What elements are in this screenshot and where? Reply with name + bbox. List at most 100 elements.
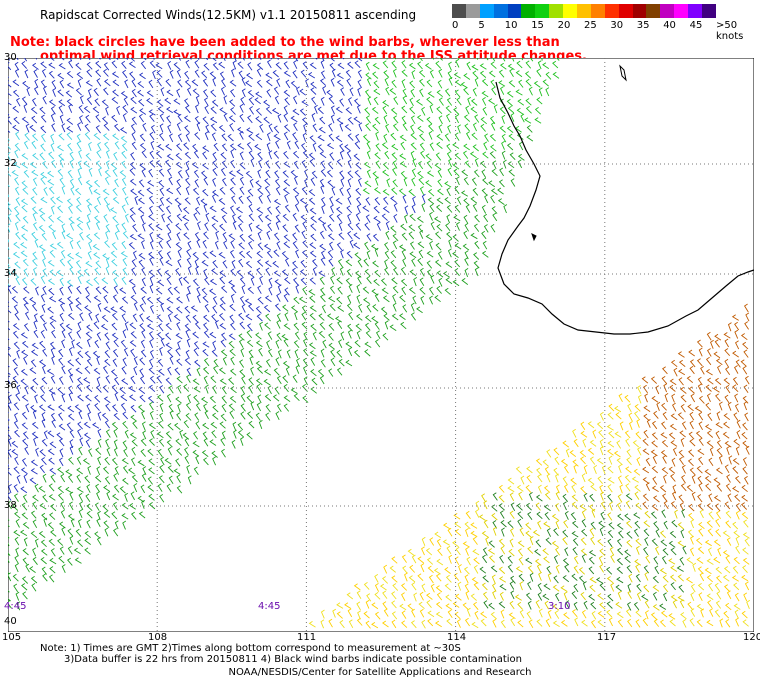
wind-barb xyxy=(105,149,110,159)
wind-barb xyxy=(263,369,272,376)
wind-barb xyxy=(137,459,145,467)
wind-barb xyxy=(43,85,47,95)
wind-barb xyxy=(714,333,722,341)
wind-barb xyxy=(276,375,282,385)
wind-barb xyxy=(581,619,588,627)
wind-barb xyxy=(320,619,325,629)
wind-barb xyxy=(382,601,388,610)
colorbar-segment xyxy=(507,4,522,18)
wind-barb xyxy=(672,447,678,457)
wind-barb xyxy=(372,233,379,242)
wind-barb xyxy=(364,349,371,357)
wind-barb xyxy=(129,161,136,170)
wind-barb xyxy=(74,557,82,564)
wind-barb xyxy=(663,474,667,484)
wind-barb xyxy=(14,511,21,519)
wind-barb xyxy=(21,277,28,286)
wind-barb xyxy=(698,482,703,492)
wind-barb xyxy=(227,133,234,142)
wind-barb xyxy=(373,205,380,214)
wind-barb xyxy=(320,168,327,177)
wind-barb xyxy=(392,68,397,78)
wind-barb xyxy=(240,436,244,446)
wind-barb xyxy=(708,457,714,467)
wind-barb xyxy=(326,89,333,97)
wind-barb xyxy=(205,212,210,222)
wind-barb xyxy=(8,401,12,411)
wind-barb xyxy=(320,348,325,358)
wind-barb xyxy=(101,314,109,323)
wind-barb xyxy=(581,609,587,619)
wind-barb xyxy=(447,527,453,537)
wind-barb xyxy=(168,475,174,485)
wind-barb xyxy=(39,449,46,457)
wind-barb xyxy=(707,412,713,421)
wind-barb xyxy=(309,135,316,143)
wind-barb xyxy=(608,403,615,412)
wind-barb xyxy=(85,279,93,287)
wind-barb xyxy=(195,455,200,465)
wind-barb xyxy=(237,430,245,438)
wind-barb xyxy=(166,306,174,314)
wind-barb xyxy=(390,107,398,115)
wind-barb xyxy=(292,187,300,195)
wind-barb xyxy=(722,431,730,439)
wind-barb xyxy=(32,258,38,267)
wind-barb xyxy=(200,170,208,179)
wind-barb xyxy=(346,205,353,214)
wind-barb xyxy=(248,377,254,386)
wind-barb xyxy=(245,80,252,88)
wind-barb xyxy=(148,214,155,222)
wind-barb xyxy=(588,550,596,557)
wind-barb xyxy=(464,257,469,266)
wind-barb xyxy=(14,563,19,573)
wind-barb xyxy=(718,401,723,411)
wind-barb xyxy=(319,276,325,285)
wind-barb xyxy=(85,260,93,268)
wind-barb xyxy=(290,387,298,394)
lat-label-30: 30 xyxy=(4,52,17,63)
wind-barb xyxy=(122,267,128,276)
wind-barb xyxy=(50,347,55,357)
wind-barb xyxy=(339,620,345,629)
wind-barb xyxy=(716,575,722,584)
wind-barb xyxy=(436,133,444,141)
wind-barb xyxy=(508,80,516,88)
wind-barb xyxy=(166,393,172,403)
wind-barb xyxy=(598,520,605,528)
wind-barb xyxy=(101,99,109,107)
wind-barb xyxy=(538,87,543,97)
wind-barb xyxy=(589,439,597,447)
wind-barb xyxy=(742,565,748,574)
wind-barb xyxy=(232,421,237,431)
wind-barb xyxy=(8,368,11,375)
wind-barb xyxy=(542,79,549,87)
wind-barb xyxy=(635,545,640,555)
wind-barb xyxy=(284,312,289,322)
wind-barb xyxy=(615,584,623,592)
wind-barb xyxy=(114,230,119,240)
wind-barb xyxy=(202,188,209,197)
wind-barb xyxy=(704,469,712,476)
wind-barb xyxy=(257,231,262,241)
wind-barb xyxy=(362,205,370,212)
wind-barb xyxy=(635,609,642,618)
wind-barb xyxy=(660,450,668,458)
wind-barb xyxy=(49,441,57,449)
wind-barb xyxy=(471,132,478,140)
wind-barb xyxy=(527,511,533,520)
wind-barb xyxy=(131,116,137,125)
lat-label-38: 38 xyxy=(4,500,17,511)
wind-barb xyxy=(517,511,524,520)
wind-barb xyxy=(194,116,200,125)
wind-barb xyxy=(121,150,127,159)
wind-barb xyxy=(555,491,560,501)
wind-barb xyxy=(67,312,75,320)
wind-barb xyxy=(453,72,461,79)
wind-barb xyxy=(326,169,333,178)
wind-barb xyxy=(192,143,198,152)
wind-barb xyxy=(322,222,327,232)
wind-barb xyxy=(105,341,111,350)
wind-barb xyxy=(256,62,264,70)
wind-barb xyxy=(735,510,740,520)
